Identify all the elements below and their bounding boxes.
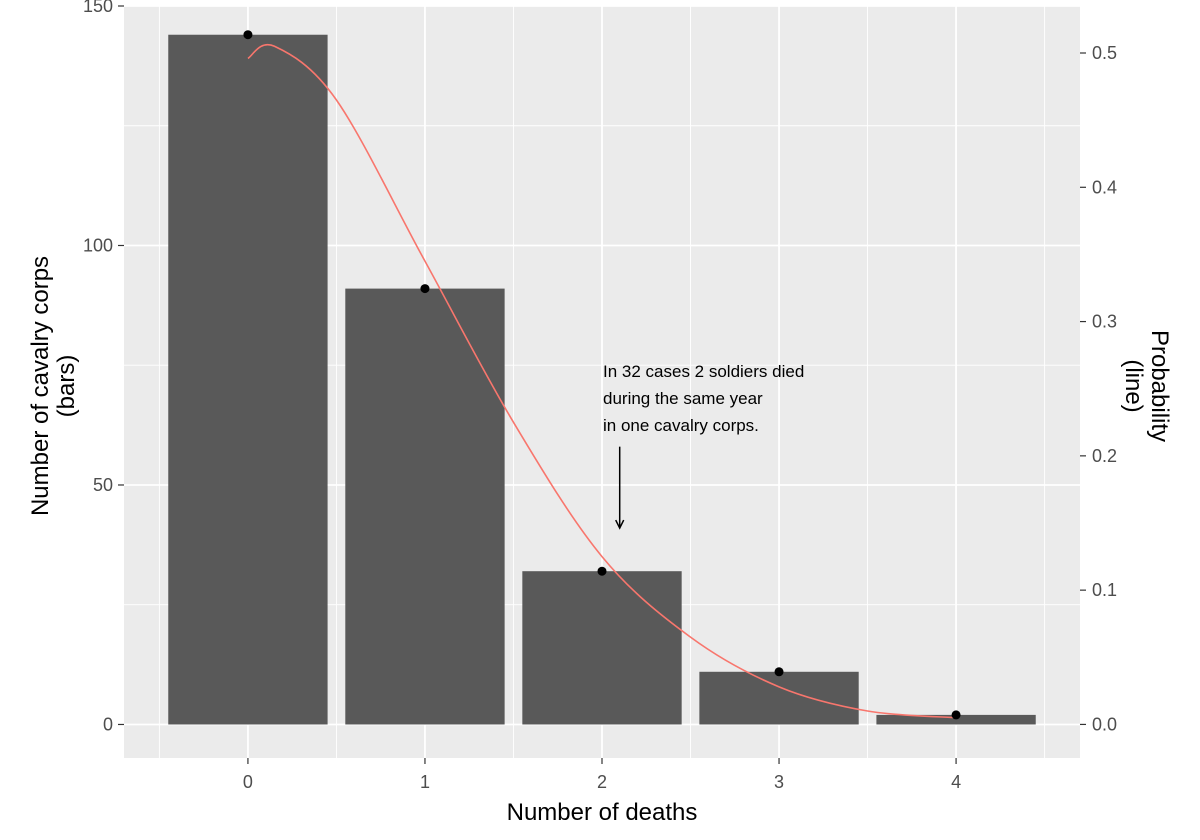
probability-line-path [247,43,957,719]
y-axis-title-line-1: Number of cavalry corps [27,256,54,516]
y2-tick-label: 0.1 [1092,580,1117,600]
point-1 [420,284,430,294]
probability-line [247,43,957,719]
x-tick-label: 0 [243,772,253,792]
x-tick-label: 2 [597,772,607,792]
y2-tick-label: 0.3 [1092,312,1117,332]
annotation-arrow-head [615,519,625,530]
y2-tick-label: 0.4 [1092,177,1117,197]
bar-3 [699,671,859,725]
x-axis-title: Number of deaths [507,799,698,826]
y2-tick-label: 0.0 [1092,714,1117,734]
y-tick-label: 0 [103,714,113,734]
point-0 [243,30,253,40]
left-axis: 0 50 100 150 [83,0,124,734]
y-tick-label: 50 [93,475,113,495]
bar-4 [876,714,1036,725]
y-tick-label: 150 [83,0,113,16]
right-axis: 0.0 0.1 0.2 0.3 0.4 0.5 [1080,43,1117,734]
y2-tick-label: 0.2 [1092,446,1117,466]
point-4 [951,710,961,720]
bar-0 [168,34,328,725]
annotation-line-1: In 32 cases 2 soldiers died [603,362,804,381]
annotation-line-2: during the same year [603,389,763,408]
bottom-axis: 0 1 2 3 4 [243,758,961,792]
y-axis-title: Number of cavalry corps (bars) [27,256,80,516]
point-2 [597,566,607,576]
points [243,30,961,720]
y2-axis-title: Probability (line) [1120,330,1173,442]
x-tick-label: 4 [951,772,961,792]
x-tick-label: 3 [774,772,784,792]
annotation: In 32 cases 2 soldiers died during the s… [603,362,804,530]
y-tick-label: 100 [83,235,113,255]
x-tick-label: 1 [420,772,430,792]
y2-tick-label: 0.5 [1092,43,1117,63]
point-3 [774,667,784,677]
y-axis-title-line-2: (bars) [53,355,80,418]
y2-axis-title-line-2: (line) [1120,359,1147,412]
bar-1 [345,288,505,725]
bar-2 [522,571,682,725]
y2-axis-title-line-1: Probability [1146,330,1173,442]
annotation-line-3: in one cavalry corps. [603,416,759,435]
